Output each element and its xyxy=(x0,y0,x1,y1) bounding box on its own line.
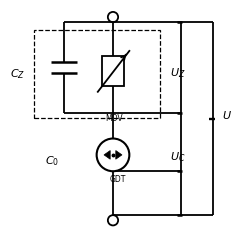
Bar xyxy=(34,30,160,118)
Circle shape xyxy=(97,138,129,171)
Polygon shape xyxy=(116,151,122,159)
Text: $U_Z$: $U_Z$ xyxy=(170,66,186,80)
Polygon shape xyxy=(104,151,110,159)
Text: $C_Z$: $C_Z$ xyxy=(10,67,25,81)
Text: $C_0$: $C_0$ xyxy=(45,154,59,168)
Bar xyxy=(102,56,124,86)
Text: $U$: $U$ xyxy=(222,109,232,121)
Text: GDT: GDT xyxy=(109,175,126,184)
Text: $U_C$: $U_C$ xyxy=(170,150,186,164)
Text: MOV: MOV xyxy=(105,114,122,123)
